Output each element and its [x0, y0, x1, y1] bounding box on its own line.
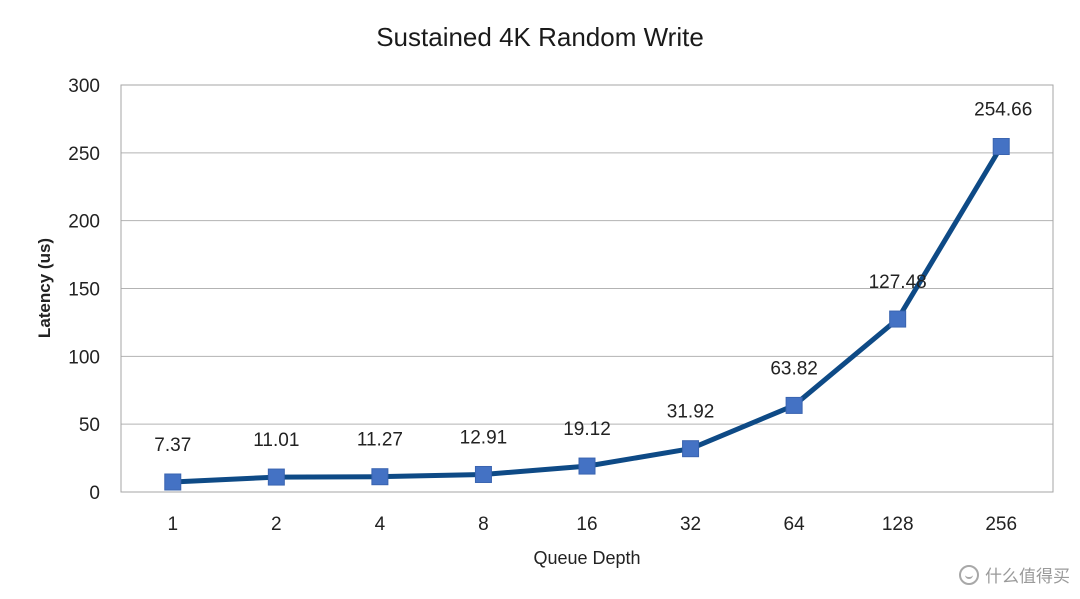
data-label: 127.48 — [869, 272, 927, 293]
x-tick-label: 32 — [680, 514, 701, 535]
data-point-marker — [267, 468, 285, 486]
x-tick-label: 4 — [375, 514, 386, 535]
chart-title: Sustained 4K Random Write — [376, 22, 704, 52]
data-label: 12.91 — [460, 427, 508, 448]
data-point-marker — [682, 440, 700, 458]
y-tick-label: 250 — [68, 144, 100, 165]
y-tick-label: 200 — [68, 212, 100, 233]
x-tick-label: 1 — [167, 514, 178, 535]
data-point-marker — [992, 138, 1010, 156]
data-label: 31.92 — [667, 402, 715, 423]
data-label: 11.01 — [253, 430, 299, 451]
y-tick-label: 300 — [68, 76, 100, 97]
data-label: 7.37 — [154, 435, 191, 456]
data-label: 254.66 — [974, 100, 1032, 121]
data-label: 63.82 — [770, 358, 818, 379]
data-labels: 7.37 11.01 11.27 12.91 19.12 31.92 63.82 127.48… — [154, 100, 1032, 456]
watermark-text: 什么值得买 — [985, 567, 1070, 587]
series-markers — [164, 138, 1010, 491]
watermark-logo-icon — [959, 564, 979, 585]
x-tick-label: 128 — [882, 514, 914, 535]
x-tick-label: 2 — [271, 514, 282, 535]
data-point-marker — [785, 396, 803, 414]
data-point-marker — [889, 310, 907, 328]
x-tick-label: 16 — [576, 514, 597, 535]
data-point-marker — [371, 468, 389, 486]
y-tick-label: 0 — [89, 483, 100, 504]
x-axis-title: Queue Depth — [533, 548, 640, 568]
watermark: 什么值得买 — [959, 562, 1070, 587]
x-axis: 1 2 4 8 16 32 64 128 256 — [167, 514, 1017, 535]
y-axis-title: Latency (us) — [35, 238, 54, 338]
data-label: 11.27 — [357, 430, 403, 451]
data-point-marker — [578, 457, 596, 475]
y-tick-label: 150 — [68, 280, 100, 301]
x-tick-label: 256 — [985, 514, 1017, 535]
x-tick-label: 64 — [784, 514, 806, 535]
y-tick-label: 50 — [79, 415, 100, 436]
data-point-marker — [474, 465, 492, 483]
y-axis: 0 50 100 150 200 250 300 — [68, 76, 100, 504]
data-label: 19.12 — [563, 419, 611, 440]
plot-area — [120, 84, 1054, 493]
x-tick-label: 8 — [478, 514, 489, 535]
y-tick-label: 100 — [68, 347, 100, 368]
data-point-marker — [164, 473, 182, 491]
